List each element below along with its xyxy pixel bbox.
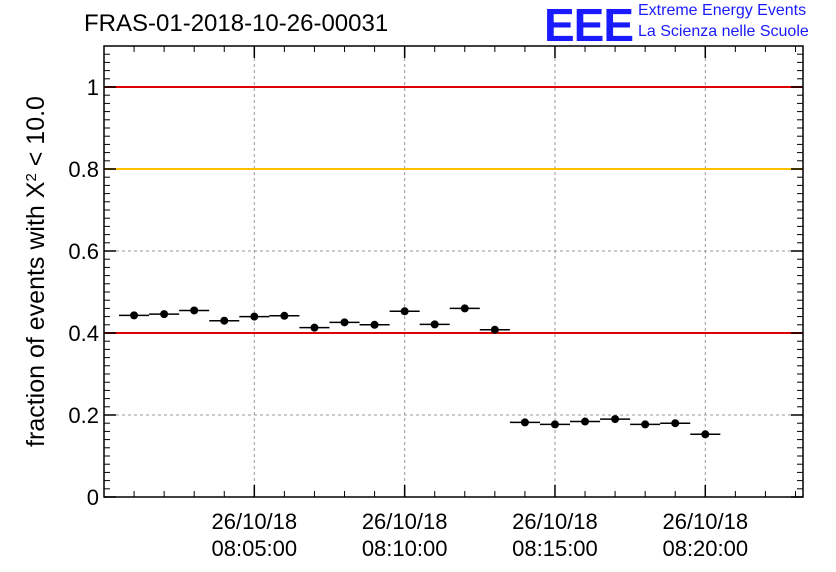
data-point <box>520 418 529 427</box>
x-tick-date-label: 26/10/18 <box>512 509 598 534</box>
x-tick-time-label: 08:15:00 <box>512 536 598 561</box>
data-point <box>490 325 499 334</box>
x-tick-time-label: 08:10:00 <box>362 536 448 561</box>
x-tick-time-label: 08:05:00 <box>212 536 298 561</box>
y-tick-label: 0 <box>87 485 99 510</box>
data-point <box>430 320 439 329</box>
data-point <box>310 323 319 332</box>
y-tick-label: 0.4 <box>68 321 99 346</box>
logo-caption-line1: Extreme Energy Events <box>638 2 807 19</box>
data-point <box>641 420 650 429</box>
y-tick-label: 0.2 <box>68 403 99 428</box>
data-point <box>400 307 409 316</box>
logo-caption-line2: La Scienza nelle Scuole <box>638 23 809 40</box>
data-point <box>701 430 710 439</box>
data-point <box>581 417 590 426</box>
x-tick-date-label: 26/10/18 <box>662 509 748 534</box>
data-point <box>280 311 289 320</box>
chart-title: FRAS-01-2018-10-26-00031 <box>84 10 389 37</box>
data-point <box>611 415 620 424</box>
x-tick-date-label: 26/10/18 <box>212 509 298 534</box>
data-point <box>550 420 559 429</box>
data-point <box>130 311 139 320</box>
data-point <box>460 304 469 313</box>
data-point <box>190 306 199 315</box>
data-point <box>160 310 169 319</box>
y-tick-label: 1 <box>87 75 99 100</box>
y-tick-label: 0.8 <box>68 157 99 182</box>
data-point <box>671 419 680 428</box>
data-point <box>250 312 259 321</box>
data-point <box>340 318 349 327</box>
data-point <box>220 316 229 325</box>
y-axis-label: fraction of events with X2 < 10.0 <box>22 96 50 447</box>
x-tick-time-label: 08:20:00 <box>662 536 748 561</box>
x-tick-date-label: 26/10/18 <box>362 509 448 534</box>
data-point <box>370 320 379 329</box>
y-tick-label: 0.6 <box>68 239 99 264</box>
plot-frame <box>103 45 804 498</box>
eee-logo: EEE <box>544 0 634 51</box>
